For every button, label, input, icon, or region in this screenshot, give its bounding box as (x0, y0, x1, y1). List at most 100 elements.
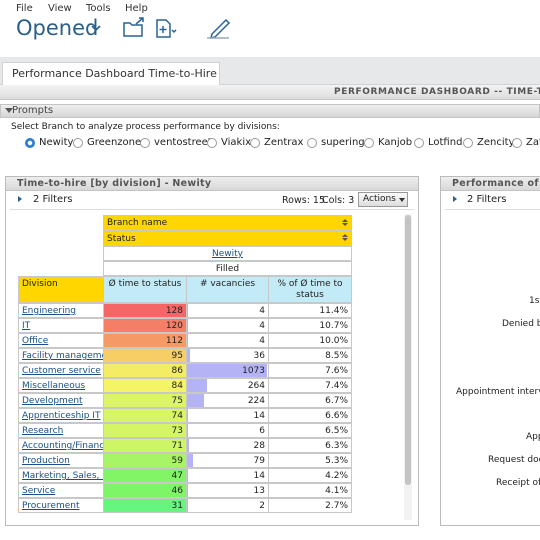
branch-value[interactable]: Newity (103, 246, 352, 261)
division-link[interactable]: Miscellaneous (18, 378, 104, 393)
vacancies-cell: 79 (186, 453, 269, 468)
sort-up[interactable] (342, 234, 348, 237)
division-link[interactable]: Facility management (18, 348, 104, 363)
vacancies-bar (187, 409, 189, 422)
tab[interactable]: Performance Dashboard Time-to-Hire (2, 62, 220, 86)
open-icon[interactable] (123, 17, 144, 37)
time-cell: 74 (103, 408, 187, 423)
division-link[interactable]: IT (18, 318, 104, 333)
radio-label[interactable]: Greenzone (87, 137, 142, 148)
vacancies-value: 13 (253, 486, 265, 496)
scroll-thumb[interactable] (405, 215, 411, 485)
time-cell: 86 (103, 363, 187, 378)
right-panel-header (441, 177, 540, 191)
radio-button[interactable] (25, 138, 35, 148)
vacancies-bar (187, 469, 189, 482)
percent-cell: 7.4% (268, 378, 352, 393)
sort-down[interactable] (342, 238, 348, 241)
percent-cell: 7.6% (268, 363, 352, 378)
prompts-toggle[interactable] (5, 108, 13, 113)
division-link[interactable]: Service (18, 483, 104, 498)
percent-cell: 10.7% (268, 318, 352, 333)
filters-toggle[interactable]: 2 Filters (467, 194, 507, 205)
vacancies-value: 1073 (242, 366, 265, 376)
branch-header: Branch name (103, 215, 352, 231)
filters-arrow[interactable] (453, 196, 457, 202)
actions-button[interactable]: Actions (358, 192, 408, 207)
menu-item[interactable]: View (48, 3, 72, 14)
row-label: 1st (529, 296, 540, 306)
radio-label[interactable]: Newity (39, 137, 74, 148)
radio-label[interactable]: Zat (526, 137, 540, 148)
percent-cell: 6.6% (268, 408, 352, 423)
sort-down[interactable] (342, 223, 348, 226)
division-link[interactable]: Accounting/Finance (18, 438, 104, 453)
radio-label[interactable]: supering (321, 137, 365, 148)
menu-item[interactable]: Tools (86, 3, 111, 14)
radio-button[interactable] (207, 138, 217, 148)
division-link[interactable]: Marketing, Sales, PR (18, 468, 104, 483)
percent-cell: 4.2% (268, 468, 352, 483)
division-link[interactable]: Procurement (18, 498, 104, 513)
percent-cell: 6.3% (268, 438, 352, 453)
vacancies-cell: 14 (186, 408, 269, 423)
vacancies-value: 14 (253, 411, 265, 421)
radio-button[interactable] (512, 138, 522, 148)
vacancies-bar (187, 379, 207, 392)
vacancies-bar (187, 454, 193, 467)
division-link[interactable]: Research (18, 423, 104, 438)
radio-button[interactable] (364, 138, 374, 148)
radio-button[interactable] (307, 138, 317, 148)
time-cell: 95 (103, 348, 187, 363)
time-cell: 73 (103, 423, 187, 438)
row-label: Appointment interview c (456, 387, 540, 397)
rows-count: Rows: 15 (282, 195, 326, 206)
vacancies-bar (187, 364, 267, 377)
vacancies-cell: 264 (186, 378, 269, 393)
radio-label[interactable]: ventostreet (154, 137, 212, 148)
radio-label[interactable]: Viakix (221, 137, 252, 148)
vacancies-bar (187, 439, 190, 452)
column-header: % of Ø time to status (268, 276, 352, 303)
left-panel-title: Time-to-hire [by division] - Newity (17, 178, 212, 189)
radio-label[interactable]: Zentrax (264, 137, 304, 148)
divider (10, 209, 414, 210)
filters-toggle[interactable]: 2 Filters (33, 194, 73, 205)
actions-label[interactable]: Actions (363, 194, 396, 204)
radio-button[interactable] (250, 138, 260, 148)
division-link[interactable]: Development (18, 393, 104, 408)
menu-item[interactable]: File (16, 3, 33, 14)
vacancies-value: 28 (253, 441, 265, 451)
view-title[interactable]: Opened (16, 16, 99, 40)
division-link[interactable]: Customer service (18, 363, 104, 378)
divider (445, 209, 540, 210)
radio-button[interactable] (73, 138, 83, 148)
vacancies-bar (187, 484, 188, 497)
radio-button[interactable] (414, 138, 424, 148)
radio-button[interactable] (463, 138, 473, 148)
right-panel-title: Performance of ph (452, 178, 540, 189)
division-link[interactable]: Office (18, 333, 104, 348)
actions-caret[interactable] (399, 198, 405, 202)
dropdown-chevron[interactable] (91, 25, 101, 32)
menu-item[interactable]: Help (125, 3, 148, 14)
column-header: # vacancies (186, 276, 269, 303)
vacancies-bar (187, 394, 204, 407)
filters-arrow[interactable] (18, 196, 22, 202)
row-label: Denied by (502, 319, 540, 329)
vacancies-value: 2 (259, 501, 265, 511)
radio-label[interactable]: Zencity (477, 137, 515, 148)
vacancies-value: 4 (259, 336, 265, 346)
percent-cell: 11.4% (268, 303, 352, 318)
radio-label[interactable]: Lotfind (428, 137, 463, 148)
division-link[interactable]: Engineering (18, 303, 104, 318)
vacancies-cell: 13 (186, 483, 269, 498)
division-link[interactable]: Production (18, 453, 104, 468)
sort-up[interactable] (342, 219, 348, 222)
radio-button[interactable] (140, 138, 150, 148)
division-link[interactable]: Apprenticeship IT (18, 408, 104, 423)
column-header: Ø time to status (103, 276, 187, 303)
new-icon[interactable] (156, 19, 177, 38)
edit-icon[interactable] (207, 18, 231, 40)
radio-label[interactable]: Kanjob (378, 137, 413, 148)
